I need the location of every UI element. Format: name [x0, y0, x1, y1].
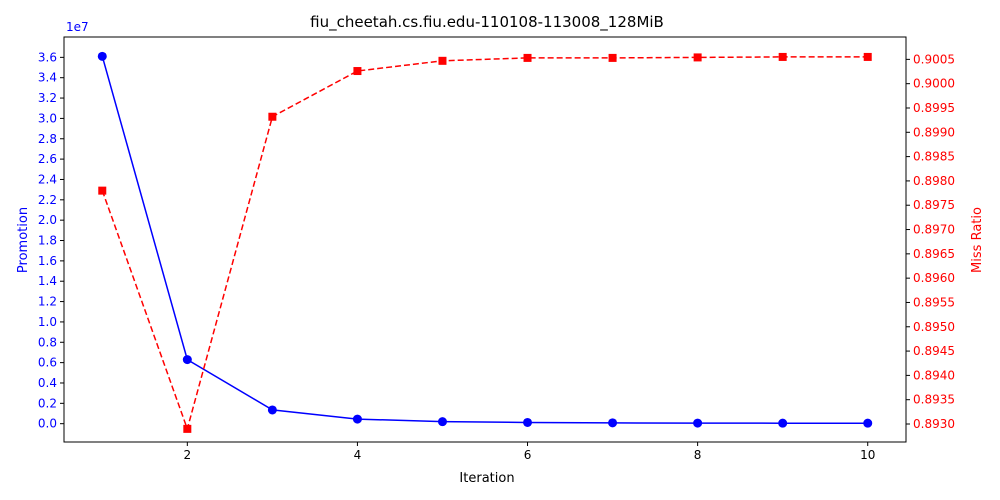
miss-ratio-point	[778, 52, 787, 61]
chart-title: fiu_cheetah.cs.fiu.edu-110108-113008_128…	[310, 13, 664, 32]
x-tick-label: 4	[354, 448, 362, 462]
left-tick-label: 3.6	[38, 50, 57, 64]
left-tick-label: 2.6	[38, 152, 57, 166]
promotion-point	[352, 414, 362, 424]
promotion-point	[608, 418, 618, 428]
right-tick-label: 0.8960	[913, 271, 955, 285]
right-tick-label: 0.9000	[913, 77, 955, 91]
miss-ratio-point	[183, 424, 192, 433]
left-axis-label: Promotion	[16, 207, 31, 273]
miss-ratio-point	[608, 53, 617, 62]
right-y-axis: 0.8930 0.8935 0.8940 0.8945 0.8950 0.8955 0.89…	[906, 52, 955, 431]
x-tick-label: 6	[524, 448, 532, 462]
left-axis-multiplier: 1e7	[66, 20, 89, 34]
miss-ratio-point	[863, 52, 872, 61]
x-tick-label: 2	[184, 448, 192, 462]
series-left-line	[101, 56, 868, 424]
promotion-point	[182, 355, 192, 365]
miss-ratio-point	[438, 56, 447, 65]
left-tick-label: 0.8	[38, 335, 57, 349]
right-tick-label: 0.8985	[913, 150, 955, 164]
right-tick-label: 0.8955	[913, 295, 955, 309]
promotion-point	[778, 418, 788, 428]
left-tick-label: 2.8	[38, 132, 57, 146]
x-tick-label: 10	[860, 448, 875, 462]
promotion-point	[267, 405, 277, 415]
x-axis-label: Iteration	[459, 471, 514, 486]
miss-ratio-point	[268, 112, 277, 121]
promotion-point	[863, 418, 873, 428]
left-tick-label: 0.2	[38, 396, 57, 410]
right-tick-label: 0.8950	[913, 320, 955, 334]
series-layer	[97, 51, 873, 433]
left-tick-label: 1.4	[38, 274, 57, 288]
right-tick-label: 0.9005	[913, 52, 955, 66]
left-tick-label: 3.4	[38, 71, 57, 85]
x-axis: 2 4 6 8 10	[184, 442, 875, 462]
left-tick-label: 1.6	[38, 254, 57, 268]
left-tick-label: 3.2	[38, 91, 57, 105]
right-tick-label: 0.8935	[913, 393, 955, 407]
left-tick-label: 3.0	[38, 111, 57, 125]
left-y-axis: 0.0 0.2 0.4 0.6 0.8 1.0 1.2 1.4 1.6 1.8 2.0 2.2 2.4 2…	[38, 50, 64, 431]
promotion-point	[693, 418, 703, 428]
miss-ratio-point	[98, 186, 107, 195]
right-tick-label: 0.8980	[913, 174, 955, 188]
miss-ratio-point	[353, 67, 362, 76]
right-tick-label: 0.8945	[913, 344, 955, 358]
left-tick-label: 2.4	[38, 172, 57, 186]
series-right-line	[101, 56, 868, 432]
miss-ratio-point	[523, 53, 532, 62]
right-tick-label: 0.8975	[913, 198, 955, 212]
right-tick-label: 0.8930	[913, 417, 955, 431]
promotion-point	[437, 417, 447, 427]
right-axis-label: Miss Ratio	[970, 207, 985, 273]
miss-ratio-point	[693, 53, 702, 62]
left-tick-label: 0.4	[38, 376, 57, 390]
left-tick-label: 1.2	[38, 295, 57, 309]
right-tick-label: 0.8990	[913, 125, 955, 139]
right-tick-label: 0.8995	[913, 101, 955, 115]
right-tick-label: 0.8965	[913, 247, 955, 261]
left-tick-label: 0.6	[38, 356, 57, 370]
plot-area	[63, 36, 907, 443]
left-tick-label: 2.0	[38, 213, 57, 227]
left-tick-label: 1.0	[38, 315, 57, 329]
promotion-point	[97, 51, 107, 61]
promotion-point	[523, 417, 533, 427]
left-tick-label: 0.0	[38, 417, 57, 431]
left-tick-label: 1.8	[38, 234, 57, 248]
right-tick-label: 0.8970	[913, 223, 955, 237]
x-tick-label: 8	[694, 448, 702, 462]
right-tick-label: 0.8940	[913, 368, 955, 382]
left-tick-label: 2.2	[38, 193, 57, 207]
